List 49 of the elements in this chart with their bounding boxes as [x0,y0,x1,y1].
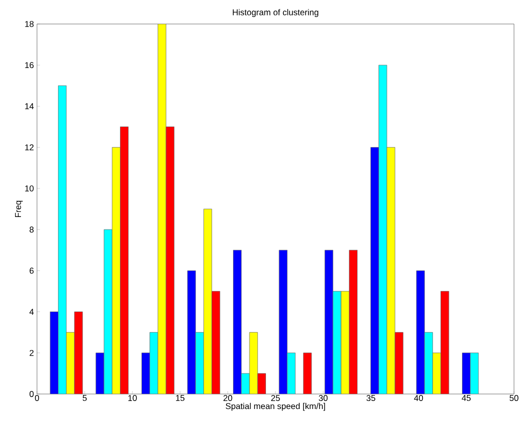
y-tick-label: 12 [25,144,34,150]
bar [150,332,158,394]
bar [332,291,342,394]
x-tick-label: 0 [34,395,40,402]
bar [96,352,104,394]
y-tick-label: 8 [30,226,34,233]
bar [424,332,433,394]
bar [212,291,220,394]
bar [286,352,296,394]
x-tick-label: 30 [318,395,328,402]
y-tick-label: 2 [30,350,34,356]
y-tick-label: 16 [25,62,34,68]
bar [462,352,471,394]
bar [303,352,312,394]
x-tick-label: 5 [82,395,87,401]
bar [50,312,58,394]
y-tick-label: 14 [25,103,34,110]
bar [278,250,288,394]
x-tick-label: 25 [271,395,280,402]
x-tick-label: 45 [462,395,471,401]
bar [58,85,67,394]
chart-title: Histogram of clustering [232,9,318,17]
y-tick-label: 4 [29,308,34,315]
bar [370,147,379,394]
x-axis-title: Spatial mean speed [km/h] [226,402,326,411]
x-tick-label: 40 [414,395,423,402]
y-tick-label: 18 [25,21,34,27]
bar [142,352,150,394]
bar [440,291,450,394]
bar [324,250,334,394]
y-tick-label: 10 [25,185,34,192]
bar [470,352,479,394]
y-axis-title: Freq [15,200,23,218]
bar [195,332,204,394]
bar [233,250,242,394]
x-tick-label: 10 [128,395,137,402]
x-tick-label: 35 [366,395,376,402]
bar [378,64,388,394]
bar [394,332,404,394]
x-tick-label: 50 [510,395,518,402]
bar [187,270,196,394]
x-tick-label: 15 [176,395,184,401]
x-tick-label: 20 [224,395,232,402]
bar [120,126,129,394]
y-tick-label: 6 [30,268,34,274]
y-tick-label: 0 [30,391,34,397]
bar [166,126,174,394]
bar [104,229,112,394]
bar [348,250,358,394]
